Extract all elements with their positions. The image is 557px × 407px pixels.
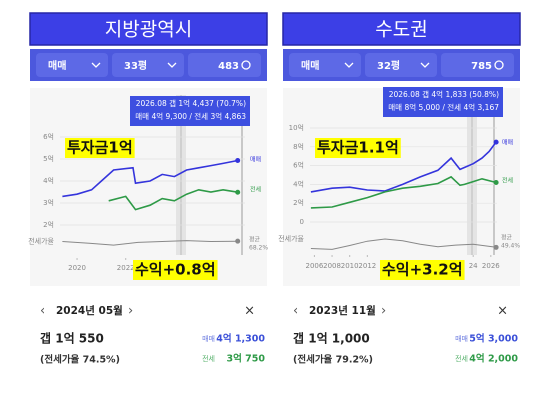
series-end-label: 매매 <box>502 139 513 147</box>
series-end-label: 매매 <box>250 156 261 164</box>
y-tick-label: 6억 <box>293 162 304 170</box>
detail-month: 2023년 11월 <box>309 304 376 317</box>
y-tick-label: 5억 <box>43 155 54 163</box>
tooltip-line-text: 2026.08 갭 1억 4,437 (70.7%) <box>136 98 246 108</box>
highlight-bg <box>133 260 218 280</box>
highlight-text: 수익+0.8억 <box>135 261 216 279</box>
filter-value[interactable]: 33평 <box>124 59 147 72</box>
prev-button[interactable]: ‹ <box>40 304 45 319</box>
filter-dropdown[interactable] <box>188 53 261 77</box>
highlight-bg <box>315 138 401 158</box>
tooltip <box>130 96 250 126</box>
dropdown-arrow <box>420 62 430 68</box>
highlight-text: 투자금1.1억 <box>317 139 399 157</box>
search-icon <box>494 60 504 70</box>
detail-jeonse-label: 전세 <box>455 354 468 363</box>
y-tick-label: 4억 <box>43 177 54 185</box>
ratio-end-label: 49.4% <box>501 243 520 250</box>
close-button[interactable]: × <box>497 304 508 319</box>
x-tick-label: 2012 <box>358 262 376 270</box>
tooltip <box>383 87 503 117</box>
x-tick-label: 2008 <box>323 262 341 270</box>
detail-jeonse: 3억 750 <box>227 353 266 365</box>
prev-button[interactable]: ‹ <box>293 304 298 319</box>
detail-ratio: (전세가율 74.5%) <box>40 354 120 366</box>
filter-value[interactable]: 32평 <box>377 59 400 72</box>
y-tick-label: 6억 <box>43 133 54 141</box>
y2-label: 전세가율 <box>278 234 304 243</box>
dropdown-arrow <box>344 62 354 68</box>
x-tick-label: 2010 <box>341 262 359 270</box>
highlight-bg <box>65 138 135 158</box>
dropdown-arrow <box>167 62 177 68</box>
price-line <box>108 188 238 211</box>
region-title: 수도권 <box>375 19 427 41</box>
price-line <box>310 175 497 209</box>
region-title: 지방광역시 <box>105 19 192 41</box>
ratio-line <box>62 240 238 246</box>
ratio-line <box>310 238 497 250</box>
detail-gap: 갭 1억 550 <box>40 331 104 346</box>
next-button[interactable]: › <box>128 304 133 319</box>
filter-value[interactable]: 매매 <box>301 59 319 72</box>
y-tick-label: 8억 <box>293 143 304 151</box>
series-end-label: 전세 <box>250 186 261 194</box>
filter-dropdown[interactable] <box>112 53 184 77</box>
end-dot <box>493 244 499 250</box>
x-tick-label: 2020 <box>68 264 86 272</box>
x-tick-label: 2022 <box>117 264 135 272</box>
ratio-end-label: 평균 <box>249 236 261 244</box>
detail-jeonse: 4억 2,000 <box>469 353 518 365</box>
end-dot <box>235 238 241 244</box>
tooltip-line-text: 매매 8억 5,000 / 전세 4억 3,167 <box>388 102 499 112</box>
x-tick-label: 2006 <box>305 262 323 270</box>
ratio-end-label: 68.2% <box>249 245 268 252</box>
end-dot <box>493 139 499 145</box>
detail-sale-label: 매매 <box>202 335 215 343</box>
filter-dropdown[interactable] <box>289 53 361 77</box>
series-end-label: 전세 <box>502 177 513 185</box>
y-tick-label: 0 <box>300 218 304 226</box>
header-banner <box>29 12 268 46</box>
filter-value[interactable]: 매매 <box>48 59 66 72</box>
end-dot <box>235 189 241 195</box>
end-dot <box>493 180 499 186</box>
detail-month: 2024년 05월 <box>56 304 123 317</box>
filter-dropdown[interactable] <box>36 53 108 77</box>
filter-value[interactable]: 483 <box>218 61 239 72</box>
header-banner <box>282 12 521 46</box>
filter-dropdown[interactable] <box>365 53 437 77</box>
close-button[interactable]: × <box>244 304 255 319</box>
detail-sale: 4억 1,300 <box>216 333 265 345</box>
y-tick-label: 10억 <box>289 124 304 132</box>
detail-jeonse-label: 전세 <box>202 354 215 363</box>
y-tick-label: 2억 <box>43 221 54 229</box>
next-button[interactable]: › <box>381 304 386 319</box>
highlight-text: 수익+3.2억 <box>382 261 463 279</box>
y-tick-label: 2억 <box>293 199 304 207</box>
chart-area <box>283 88 520 286</box>
tooltip-line-text: 매매 4억 9,300 / 전세 3억 4,863 <box>135 111 246 121</box>
search-icon <box>241 60 251 70</box>
price-line <box>310 141 497 193</box>
dropdown-arrow <box>91 62 101 68</box>
x-tick-label: 2026 <box>482 262 500 270</box>
end-dot <box>235 158 241 164</box>
price-line <box>62 159 238 198</box>
detail-gap: 갭 1억 1,000 <box>293 331 370 346</box>
filter-dropdown[interactable] <box>441 53 514 77</box>
detail-sale-label: 매매 <box>455 335 468 343</box>
y-tick-label: 3억 <box>43 199 54 207</box>
tooltip-line-text: 2026.08 갭 4억 1,833 (50.8%) <box>389 89 499 99</box>
detail-ratio: (전세가율 79.2%) <box>293 354 373 366</box>
ratio-end-label: 평균 <box>501 234 513 242</box>
highlight-text: 투자금1억 <box>67 139 133 157</box>
highlight-bg <box>380 260 465 280</box>
x-tick-label: 24 <box>469 262 478 270</box>
detail-sale: 5억 3,000 <box>469 333 518 345</box>
y2-label: 전세가율 <box>28 237 54 246</box>
y-tick-label: 4억 <box>293 180 304 188</box>
filter-value[interactable]: 785 <box>471 61 492 72</box>
